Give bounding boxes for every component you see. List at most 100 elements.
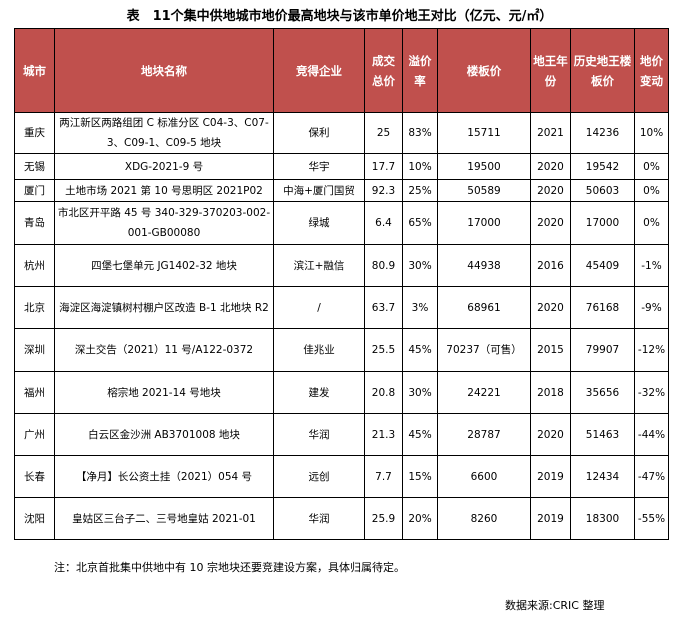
cell-plot: 皇姑区三台子二、三号地皇姑 2021-01 bbox=[54, 497, 274, 540]
cell-total: 63.7 bbox=[364, 286, 403, 329]
cell-total: 25.9 bbox=[364, 497, 403, 540]
cell-king-price: 14236 bbox=[570, 112, 635, 154]
table-row: 厦门 土地市场 2021 第 10 号思明区 2021P02 中海+厦门国贸 92.3… bbox=[14, 179, 669, 202]
cell-king-year: 2021 bbox=[530, 112, 571, 154]
cell-king-price: 76168 bbox=[570, 286, 635, 329]
cell-city: 沈阳 bbox=[14, 497, 55, 540]
cell-premium: 15% bbox=[402, 455, 438, 498]
cell-plot: 市北区开平路 45 号 340-329-370203-002-001-GB000… bbox=[54, 201, 274, 245]
cell-total: 25.5 bbox=[364, 328, 403, 372]
cell-premium: 30% bbox=[402, 371, 438, 414]
cell-floor-price: 15711 bbox=[437, 112, 531, 154]
cell-winner: 保利 bbox=[273, 112, 365, 154]
data-source: 数据来源:CRIC 整理 bbox=[505, 599, 605, 612]
cell-total: 21.3 bbox=[364, 413, 403, 456]
cell-premium: 10% bbox=[402, 153, 438, 180]
cell-change: -47% bbox=[634, 455, 669, 498]
cell-floor-price: 44938 bbox=[437, 244, 531, 287]
table-title: 表 11个集中供地城市地价最高地块与该市单价地王对比（亿元、元/㎡） bbox=[126, 9, 553, 24]
cell-king-price: 18300 bbox=[570, 497, 635, 540]
cell-king-price: 45409 bbox=[570, 244, 635, 287]
cell-king-year: 2019 bbox=[530, 455, 571, 498]
cell-winner: 华润 bbox=[273, 413, 365, 456]
cell-king-price: 12434 bbox=[570, 455, 635, 498]
cell-winner: 绿城 bbox=[273, 201, 365, 245]
table-row: 广州 白云区金沙洲 AB3701008 地块 华润 21.3 45% 28787 2020 5… bbox=[14, 413, 669, 456]
header-row: 城市 地块名称 竞得企业 成交总价 溢价率 楼板价 地王年份 历史地王楼板价 地… bbox=[14, 28, 669, 113]
cell-change: 0% bbox=[634, 153, 669, 180]
table-row: 沈阳 皇姑区三台子二、三号地皇姑 2021-01 华润 25.9 20% 8260 2019… bbox=[14, 497, 669, 540]
cell-city: 杭州 bbox=[14, 244, 55, 287]
table-row: 无锡 XDG-2021-9 号华宇 17.7 10% 19500 2020 19542 0% bbox=[14, 153, 669, 180]
cell-total: 92.3 bbox=[364, 179, 403, 202]
cell-change: -12% bbox=[634, 328, 669, 372]
cell-change: 0% bbox=[634, 179, 669, 202]
cell-floor-price: 68961 bbox=[437, 286, 531, 329]
cell-total: 17.7 bbox=[364, 153, 403, 180]
col-floor-price: 楼板价 bbox=[437, 28, 531, 113]
table-row: 深圳 深土交告（2021）11 号/A122-0372 佳兆业 25.5 45% 7023… bbox=[14, 328, 669, 372]
col-winner: 竞得企业 bbox=[273, 28, 365, 113]
cell-king-price: 50603 bbox=[570, 179, 635, 202]
cell-king-year: 2015 bbox=[530, 328, 571, 372]
cell-floor-price: 50589 bbox=[437, 179, 531, 202]
table-row: 重庆 两江新区两路组团 C 标准分区 C04-3、C07-3、C09-1、C09-… bbox=[14, 112, 669, 154]
cell-king-price: 51463 bbox=[570, 413, 635, 456]
cell-plot: 深土交告（2021）11 号/A122-0372 bbox=[54, 328, 274, 372]
cell-premium: 3% bbox=[402, 286, 438, 329]
footnote: 注：北京首批集中供地中有 10 宗地块还要竞建设方案，具体归属待定。 bbox=[54, 561, 405, 574]
col-king-year: 地王年份 bbox=[530, 28, 571, 113]
cell-change: -32% bbox=[634, 371, 669, 414]
col-king-price: 历史地王楼板价 bbox=[570, 28, 635, 113]
cell-king-year: 2020 bbox=[530, 413, 571, 456]
cell-city: 厦门 bbox=[14, 179, 55, 202]
cell-king-price: 17000 bbox=[570, 201, 635, 245]
cell-premium: 20% bbox=[402, 497, 438, 540]
cell-king-price: 79907 bbox=[570, 328, 635, 372]
cell-floor-price: 17000 bbox=[437, 201, 531, 245]
cell-city: 深圳 bbox=[14, 328, 55, 372]
cell-total: 80.9 bbox=[364, 244, 403, 287]
cell-premium: 30% bbox=[402, 244, 438, 287]
table-row: 福州 榕宗地 2021-14 号地块 建发 20.8 30% 24221 2018 35656… bbox=[14, 371, 669, 414]
cell-change: -44% bbox=[634, 413, 669, 456]
cell-premium: 83% bbox=[402, 112, 438, 154]
cell-floor-price: 6600 bbox=[437, 455, 531, 498]
land-price-table: 城市 地块名称 竞得企业 成交总价 溢价率 楼板价 地王年份 历史地王楼板价 地… bbox=[14, 28, 669, 540]
cell-winner: 中海+厦门国贸 bbox=[273, 179, 365, 202]
col-change: 地价变动 bbox=[634, 28, 669, 113]
cell-city: 长春 bbox=[14, 455, 55, 498]
cell-city: 青岛 bbox=[14, 201, 55, 245]
cell-floor-price: 19500 bbox=[437, 153, 531, 180]
cell-king-year: 2018 bbox=[530, 371, 571, 414]
cell-winner: 滨江+融信 bbox=[273, 244, 365, 287]
cell-king-year: 2019 bbox=[530, 497, 571, 540]
cell-city: 广州 bbox=[14, 413, 55, 456]
cell-king-year: 2020 bbox=[530, 179, 571, 202]
cell-change: 0% bbox=[634, 201, 669, 245]
cell-city: 重庆 bbox=[14, 112, 55, 154]
cell-premium: 65% bbox=[402, 201, 438, 245]
col-premium: 溢价率 bbox=[402, 28, 438, 113]
cell-winner: 华宇 bbox=[273, 153, 365, 180]
table-row: 长春 【净月】长公资土挂（2021）054 号远创 7.7 15% 6600 2019 12… bbox=[14, 455, 669, 498]
cell-winner: 远创 bbox=[273, 455, 365, 498]
cell-winner: 华润 bbox=[273, 497, 365, 540]
cell-plot: 白云区金沙洲 AB3701008 地块 bbox=[54, 413, 274, 456]
cell-floor-price: 24221 bbox=[437, 371, 531, 414]
cell-total: 7.7 bbox=[364, 455, 403, 498]
cell-total: 25 bbox=[364, 112, 403, 154]
cell-change: 10% bbox=[634, 112, 669, 154]
cell-plot: 四堡七堡单元 JG1402-32 地块 bbox=[54, 244, 274, 287]
cell-king-year: 2020 bbox=[530, 153, 571, 180]
cell-city: 福州 bbox=[14, 371, 55, 414]
cell-winner: 建发 bbox=[273, 371, 365, 414]
cell-total: 6.4 bbox=[364, 201, 403, 245]
cell-plot: 榕宗地 2021-14 号地块 bbox=[54, 371, 274, 414]
cell-plot: 海淀区海淀镇树村棚户区改造 B-1 北地块 R2 bbox=[54, 286, 274, 329]
cell-city: 无锡 bbox=[14, 153, 55, 180]
cell-floor-price: 70237（可售） bbox=[437, 328, 531, 372]
cell-king-year: 2020 bbox=[530, 286, 571, 329]
col-total: 成交总价 bbox=[364, 28, 403, 113]
cell-plot: 两江新区两路组团 C 标准分区 C04-3、C07-3、C09-1、C09-5 … bbox=[54, 112, 274, 154]
